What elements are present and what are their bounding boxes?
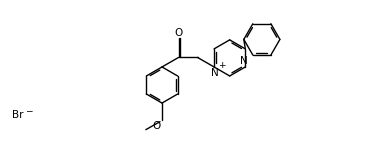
Text: −: − xyxy=(25,106,32,116)
Text: O: O xyxy=(153,121,161,131)
Text: N: N xyxy=(211,68,219,78)
Text: +: + xyxy=(219,61,226,70)
Text: O: O xyxy=(174,28,183,38)
Text: Br: Br xyxy=(12,110,23,120)
Text: N: N xyxy=(240,56,248,66)
